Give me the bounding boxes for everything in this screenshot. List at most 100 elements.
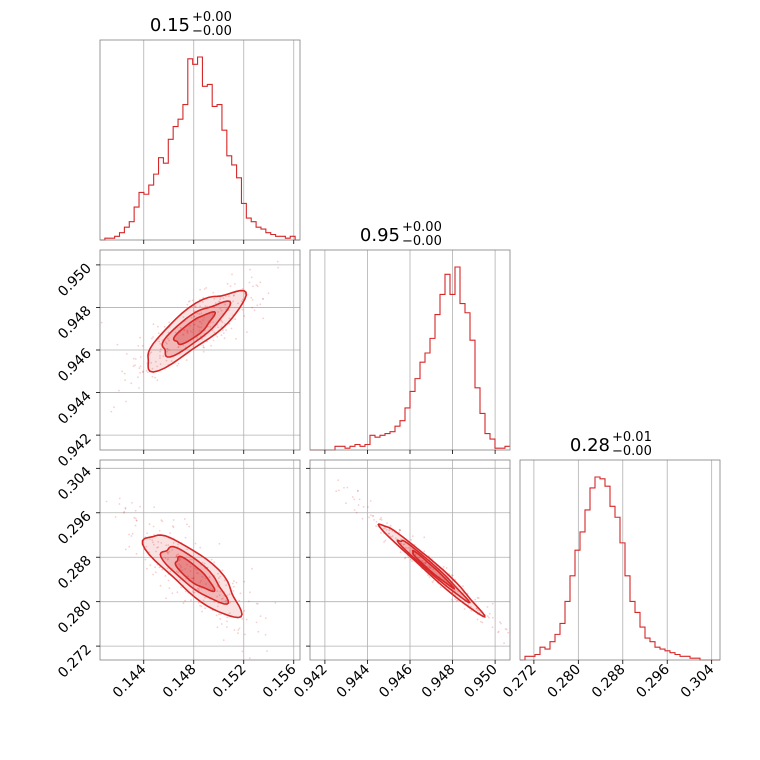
sample-point [225, 329, 228, 331]
sample-point [202, 319, 205, 321]
sample-point [423, 561, 426, 564]
sample-point [209, 321, 212, 324]
sample-point [124, 506, 127, 509]
sample-point [193, 577, 195, 579]
sample-point [220, 623, 223, 625]
sample-point [158, 530, 161, 532]
sample-point [134, 358, 137, 360]
sample-point [486, 606, 489, 608]
panel-title-lower-error: −0.00 [402, 234, 442, 249]
sample-point [166, 551, 169, 554]
sample-point [161, 520, 164, 523]
sample-point [199, 320, 202, 323]
sample-point [252, 285, 254, 288]
y-tick-label: 0.280 [55, 597, 95, 637]
sample-point [144, 558, 147, 561]
sample-point [192, 591, 195, 594]
y-tick-label: 0.948 [55, 303, 95, 343]
sample-point [217, 326, 220, 329]
histogram-panel-3-frame [519, 459, 721, 661]
sample-point [428, 566, 431, 569]
sample-point [186, 303, 189, 306]
sample-point [183, 329, 186, 331]
sample-point [194, 319, 197, 322]
contour-level-3 [174, 555, 216, 593]
sample-point [428, 565, 430, 567]
sample-point [421, 560, 424, 562]
sample-point [213, 561, 216, 563]
sample-point [245, 618, 248, 621]
sample-point [186, 523, 188, 526]
sample-point [233, 294, 235, 296]
sample-point [491, 602, 494, 605]
sample-point [200, 326, 203, 329]
sample-point [257, 630, 260, 633]
sample-point [410, 539, 413, 541]
sample-point [386, 522, 388, 524]
sample-point [222, 332, 225, 334]
sample-point [248, 281, 251, 284]
sample-point [204, 596, 206, 599]
sample-point [217, 572, 219, 575]
sample-point [375, 520, 378, 523]
sample-point [234, 318, 237, 320]
sample-point [165, 544, 168, 547]
sample-point [256, 304, 259, 307]
sample-point [132, 365, 135, 368]
sample-point [384, 539, 387, 542]
sample-point [248, 657, 251, 660]
sample-point [156, 379, 159, 382]
sample-point [202, 296, 205, 299]
sample-point [241, 298, 244, 301]
sample-point [200, 312, 203, 315]
sample-point [488, 616, 490, 619]
x-tick-label: 0.280 [544, 662, 584, 702]
sample-point [383, 541, 385, 543]
x-tick-label: 0.948 [419, 662, 459, 702]
sample-point [183, 329, 185, 331]
sample-point [476, 596, 479, 599]
sample-point [179, 558, 182, 561]
sample-point [167, 552, 169, 555]
sample-point [228, 295, 230, 298]
sample-point [442, 566, 445, 568]
sample-point [454, 590, 457, 592]
sample-point [189, 558, 192, 561]
sample-point [218, 594, 221, 597]
x-tick-label: 0.144 [110, 661, 150, 701]
sample-point [219, 590, 222, 593]
sample-point [220, 598, 223, 600]
sample-point [193, 591, 196, 594]
sample-point [475, 607, 478, 610]
sample-point [187, 300, 190, 303]
sample-point [369, 500, 372, 502]
sample-point [192, 577, 195, 579]
sample-point [213, 331, 216, 334]
sample-point [431, 581, 434, 584]
sample-point [209, 326, 212, 328]
sample-point [226, 594, 229, 597]
sample-point [391, 535, 394, 537]
sample-point [407, 547, 410, 549]
sample-point [191, 577, 193, 580]
sample-point [411, 560, 414, 562]
sample-point [231, 273, 233, 276]
sample-point [160, 519, 163, 522]
histogram-layer [100, 56, 720, 661]
sample-point [346, 486, 349, 489]
sample-point [463, 608, 466, 610]
sample-point [216, 595, 218, 598]
sample-point [476, 618, 479, 621]
sample-point [345, 502, 347, 505]
sample-point [262, 317, 264, 320]
sample-point [163, 325, 166, 328]
sample-point [233, 580, 235, 583]
sample-point [398, 529, 401, 532]
x-tick-label: 0.152 [210, 662, 250, 702]
sample-point [201, 301, 204, 303]
sample-point [380, 517, 383, 519]
sample-point [114, 516, 117, 518]
sample-point [219, 307, 222, 310]
sample-point [200, 322, 203, 325]
sample-point [168, 321, 171, 324]
